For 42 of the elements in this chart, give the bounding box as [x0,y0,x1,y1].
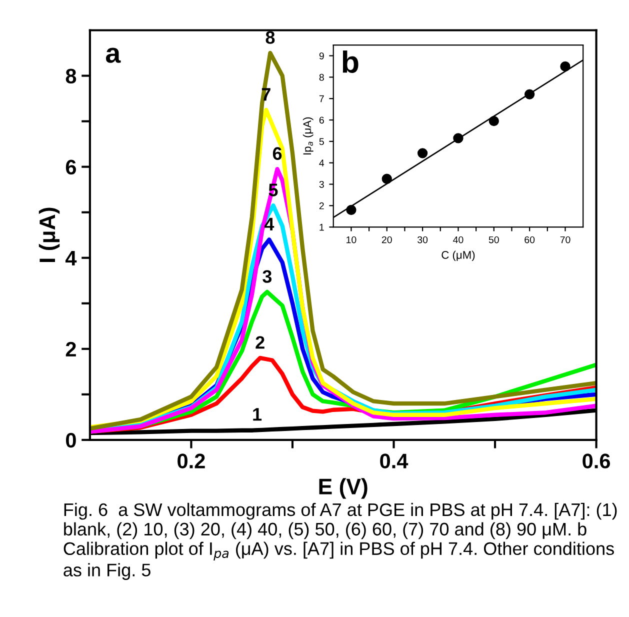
y-tick-label: 4 [65,251,77,266]
x-tick-label: 30 [418,236,428,244]
y-tick-label: 2 [319,202,324,210]
x-tick-label: 20 [382,236,392,244]
annotation: b [342,50,358,73]
point [488,116,499,126]
y-tick-label: 4 [319,160,324,166]
x-tick-label: 40 [453,236,464,244]
x-tick-label: 0.4 [380,454,408,468]
annotation: a [106,48,121,63]
y-tick-label: 3 [319,180,324,188]
point [560,61,570,72]
x-axis-title: C (μM) [442,250,475,262]
x-tick-label: 50 [488,236,499,244]
y-axis-title: Ip$_{a}$ (μA) [302,117,314,154]
y-tick-label: 2 [66,342,76,356]
point [382,174,392,184]
point [346,204,356,216]
y-tick-label: 6 [66,160,76,175]
y-tick-label: 9 [319,52,324,60]
x-tick-label: 70 [560,236,570,244]
y-tick-label: 1 [320,224,324,231]
y-tick-label: 5 [319,138,324,146]
annotation: 8 [266,31,275,44]
x-tick-label: 60 [524,236,535,244]
y-tick-label: 8 [319,74,324,81]
x-tick-label: 0.2 [178,454,205,468]
y-tick-label: 0 [66,432,76,448]
y-tick-label: 6 [319,116,324,124]
point [453,133,464,144]
annotation: 1 [253,408,262,421]
x-axis-title: E (V) [319,478,368,499]
text: Fig. 6 a SW voltammograms of A7 at PGE in PBS at pH 7.4. [A7]: (1) blank, (2) 10, (3) 20, (4) 40, (5) 50, (6) 60, (7) 70 and (8) 90 μM. b Calibration plot of I$_{pa}$ (μA) vs. [A7] in PBS of pH 7.4. Other conditions as in Fig. 5 [64,502,617,580]
y-tick-label: 7 [319,95,324,102]
x-tick-label: 10 [346,236,356,244]
point [417,148,428,158]
y-axis-title: I (μA) [38,208,60,262]
point [524,89,535,100]
x-tick-label: 0.6 [582,454,610,468]
y-tick-label: 8 [66,68,76,84]
annotation: 2 [256,336,264,349]
annotation: 3 [262,270,272,283]
